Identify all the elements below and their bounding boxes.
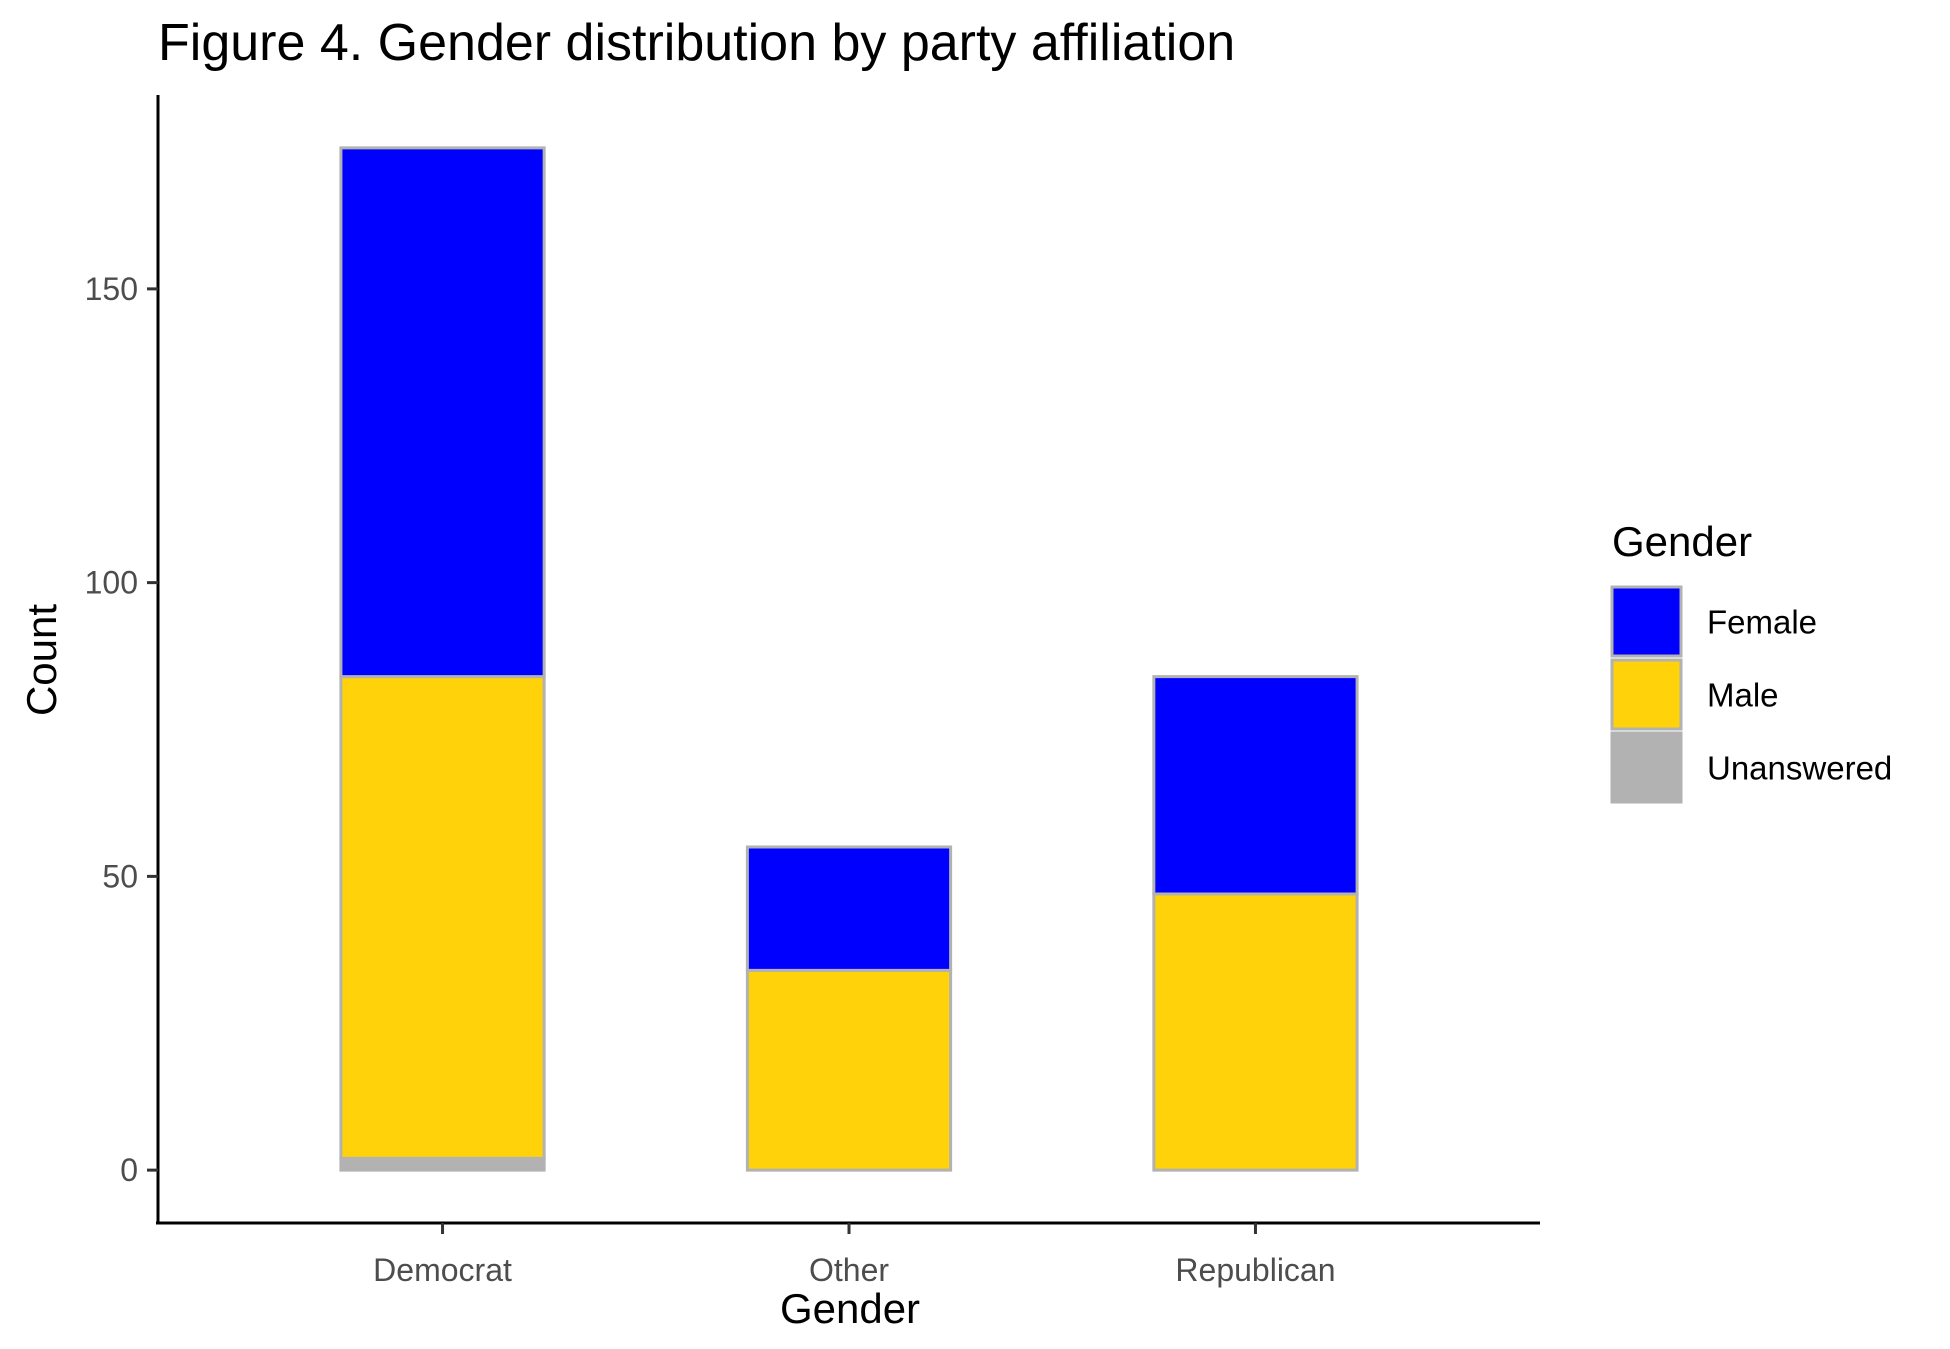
x-tick-label: Other [809, 1252, 889, 1288]
legend-key-female [1610, 585, 1683, 658]
legend-items: Female Male Unanswered [1610, 585, 1892, 804]
x-tick-label: Republican [1175, 1252, 1335, 1288]
legend-label-male: Male [1707, 677, 1779, 714]
bar-republican-male [1152, 892, 1359, 1172]
y-tick-label: 0 [120, 1152, 138, 1188]
y-tick-label: 50 [102, 858, 138, 894]
legend-label-unanswered: Unanswered [1707, 750, 1892, 787]
bar-other-female [745, 845, 953, 972]
legend-title: Gender [1612, 518, 1752, 565]
bar-democrat-unanswered [339, 1156, 546, 1172]
y-tick-label: 150 [85, 271, 138, 307]
bar-democrat-male [339, 675, 546, 1160]
bar-democrat-female [339, 146, 546, 679]
legend-key-male [1610, 658, 1683, 731]
bar-other-male [745, 968, 953, 1172]
plot-area: 0 50 100 150 Democrat Other Republican [85, 95, 1540, 1288]
legend-label-female: Female [1707, 604, 1817, 641]
bar-republican-female [1152, 675, 1359, 896]
y-axis-title: Count [18, 604, 65, 716]
legend-key-unanswered [1610, 731, 1683, 804]
y-ticks: 0 50 100 150 [85, 271, 158, 1188]
chart-title: Figure 4. Gender distribution by party a… [158, 14, 1235, 72]
bars [339, 146, 1359, 1172]
x-ticks: Democrat Other Republican [373, 1223, 1336, 1288]
legend: Gender Female Male Unanswered [1610, 518, 1892, 804]
x-tick-label: Democrat [373, 1252, 512, 1288]
y-tick-label: 100 [85, 565, 138, 601]
x-axis-title: Gender [780, 1285, 920, 1332]
